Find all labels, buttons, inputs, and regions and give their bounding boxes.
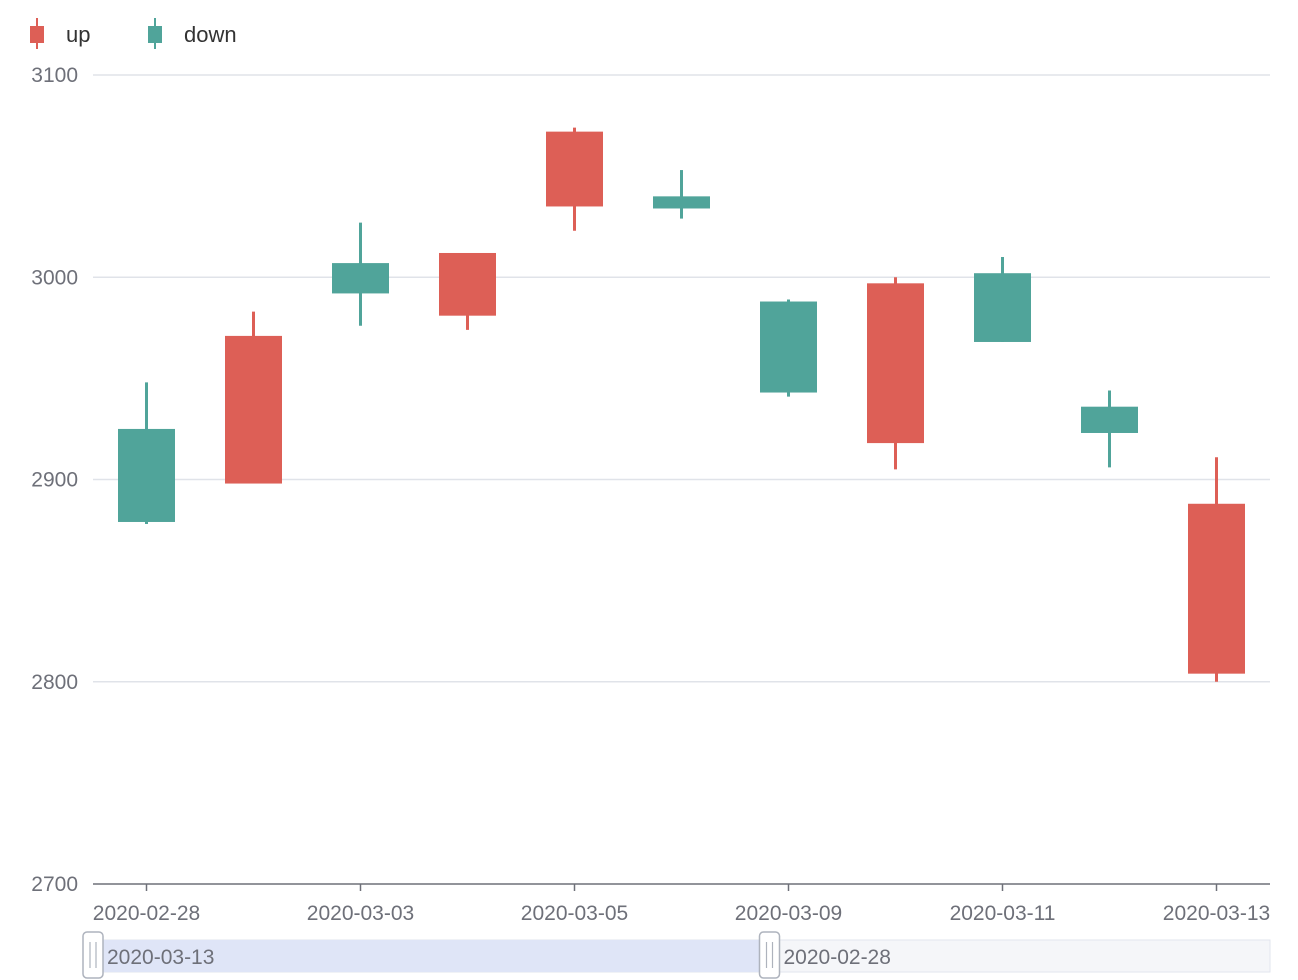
- candle-2020-03-10[interactable]: [867, 277, 924, 470]
- legend-swatch: [148, 26, 162, 43]
- legend-item-down[interactable]: down: [148, 18, 237, 49]
- x-tick-label: 2020-03-11: [950, 902, 1056, 925]
- legend[interactable]: up down: [30, 18, 237, 49]
- legend-label: down: [184, 22, 237, 47]
- legend-swatch: [30, 26, 44, 43]
- x-tick-label: 2020-03-03: [307, 902, 414, 925]
- candle-body: [974, 273, 1031, 342]
- candle-body: [225, 335, 282, 484]
- candle-body: [546, 131, 603, 207]
- y-tick-label: 2800: [31, 671, 78, 694]
- y-axis: 2700 2800 2900 3000 3100: [31, 64, 78, 896]
- datazoom-end-handle[interactable]: [758, 931, 781, 979]
- candle-body: [439, 252, 496, 316]
- x-tick-label: 2020-02-28: [93, 902, 200, 925]
- datazoom-handle-body: [82, 931, 104, 979]
- candles: [118, 127, 1245, 682]
- candle-2020-03-05[interactable]: [546, 127, 603, 231]
- y-tick-label: 2900: [31, 469, 78, 492]
- candle-2020-03-02[interactable]: [225, 311, 282, 484]
- candle-2020-03-03[interactable]: [332, 222, 389, 326]
- datazoom-handle-body: [758, 931, 781, 979]
- candle-body: [653, 196, 710, 209]
- datazoom-start-handle[interactable]: [82, 931, 104, 979]
- legend-item-up[interactable]: up: [30, 18, 90, 49]
- candle-body: [332, 263, 389, 294]
- candle-2020-03-12[interactable]: [1081, 390, 1138, 468]
- candle-2020-02-28[interactable]: [118, 382, 175, 524]
- candle-2020-03-11[interactable]: [974, 257, 1031, 342]
- y-tick-label: 2700: [31, 873, 78, 896]
- datazoom-selection[interactable]: [93, 940, 770, 972]
- candle-body: [867, 283, 924, 444]
- grid-lines: [93, 74, 1270, 683]
- legend-label: up: [66, 22, 90, 47]
- candle-body: [1081, 406, 1138, 433]
- x-tick-label: 2020-03-13: [1163, 902, 1270, 925]
- candle-2020-03-09[interactable]: [760, 299, 817, 397]
- y-tick-label: 3100: [31, 64, 78, 87]
- datazoom-end-label: 2020-02-28: [784, 946, 891, 969]
- candle-body: [1188, 503, 1245, 674]
- candle-body: [118, 428, 175, 522]
- y-tick-label: 3000: [31, 266, 78, 289]
- x-axis: 2020-02-28 2020-03-03 2020-03-05 2020-03-09…: [93, 883, 1270, 925]
- candle-body: [760, 301, 817, 393]
- candle-2020-03-06[interactable]: [653, 170, 710, 219]
- datazoom-slider[interactable]: 2020-03-13 2020-02-28: [82, 931, 1271, 979]
- x-tick-label: 2020-03-05: [521, 902, 628, 925]
- x-tick-label: 2020-03-09: [735, 902, 842, 925]
- datazoom-start-label: 2020-03-13: [107, 946, 214, 969]
- candle-2020-03-13[interactable]: [1188, 457, 1245, 682]
- candle-2020-03-04[interactable]: [439, 252, 496, 330]
